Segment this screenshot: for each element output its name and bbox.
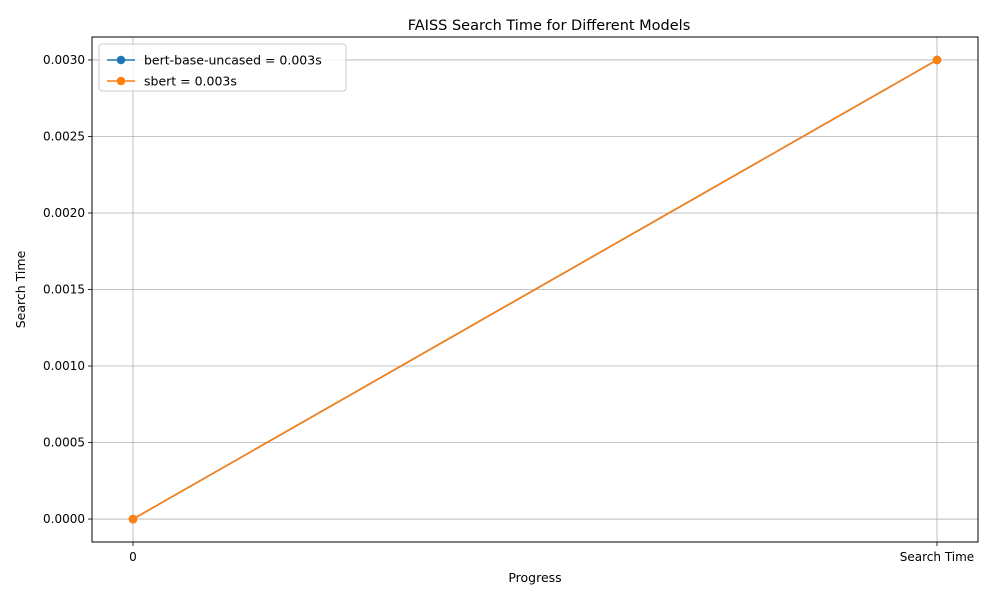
x-tick-label: Search Time (900, 550, 974, 564)
x-tick-label: 0 (129, 550, 137, 564)
y-axis-label: Search Time (13, 250, 28, 328)
series-group (128, 55, 942, 524)
series-point-1 (932, 55, 942, 65)
legend-box (98, 43, 347, 92)
y-tick-label: 0.0025 (43, 129, 85, 143)
series-point-1 (128, 514, 138, 524)
legend-marker (116, 76, 126, 86)
y-tick-label: 0.0020 (43, 206, 85, 220)
y-tick-label: 0.0015 (43, 283, 85, 297)
x-axis: 0 Search Time (129, 542, 974, 564)
y-tick-label: 0.0000 (43, 512, 85, 526)
legend-label: bert-base-uncased = 0.003s (144, 53, 322, 68)
x-axis-label: Progress (508, 570, 561, 585)
y-axis: 0.0000 0.0005 0.0010 0.0015 0.0020 0.0025 0.00… (43, 53, 92, 526)
y-tick-label: 0.0010 (43, 359, 85, 373)
y-tick-label: 0.0030 (43, 53, 85, 67)
y-tick-label: 0.0005 (43, 436, 85, 450)
legend: bert-base-uncased = 0.003s sbert = 0.003s (98, 43, 347, 92)
legend-label: sbert = 0.003s (144, 74, 237, 89)
series-line-1 (132, 59, 938, 520)
legend-marker (116, 55, 126, 65)
chart-title: FAISS Search Time for Different Models (408, 18, 691, 34)
